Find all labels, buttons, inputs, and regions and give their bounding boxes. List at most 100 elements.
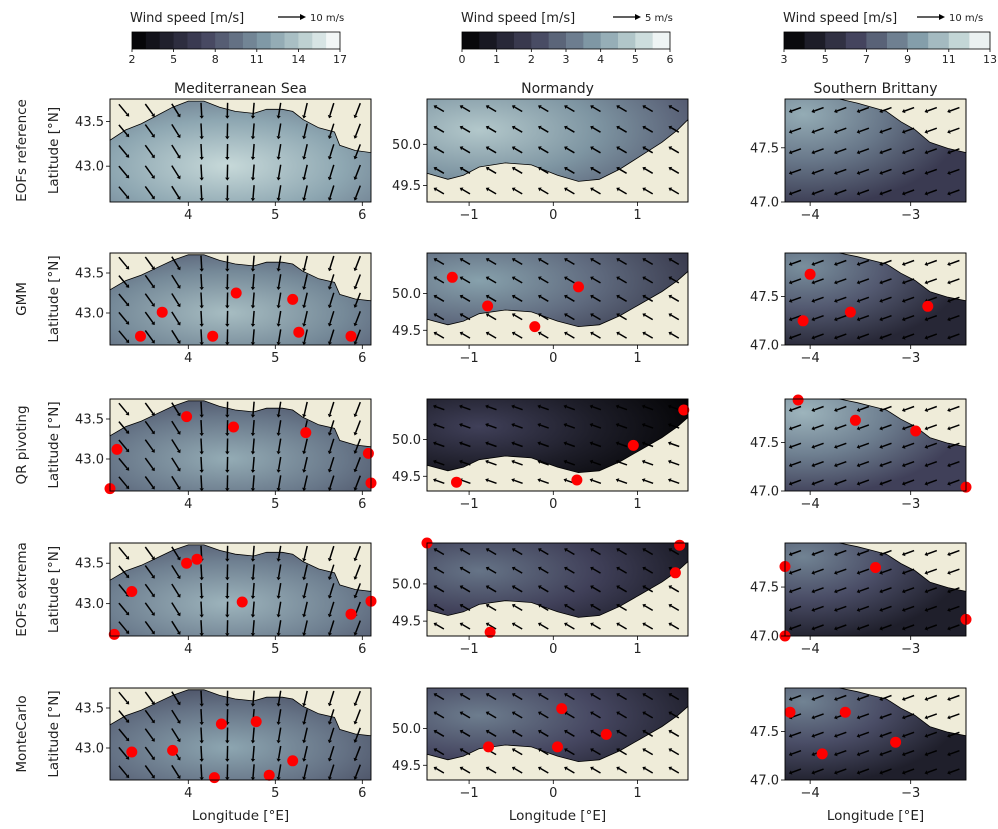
wind-arrow	[200, 102, 203, 116]
wind-arrow-head	[641, 459, 646, 464]
wind-arrow	[904, 479, 915, 485]
wind-arrow-head	[151, 412, 155, 416]
wind-arrow-head	[538, 603, 542, 608]
wind-arrow-head	[225, 596, 230, 599]
wind-arrow-head	[485, 404, 489, 409]
wind-arrow	[435, 549, 445, 556]
sensor-point	[300, 427, 312, 439]
wind-arrow-head	[811, 607, 815, 612]
wind-arrow-head	[642, 548, 647, 552]
wind-arrow-head	[668, 258, 673, 262]
wind-arrow	[488, 694, 497, 701]
colorbar-segment	[242, 32, 258, 49]
wind-arrow	[927, 460, 938, 466]
wind-arrow-head	[590, 105, 594, 109]
wind-arrow	[644, 767, 654, 774]
wind-arrow-head	[225, 614, 230, 618]
wind-arrow-head	[485, 276, 490, 281]
wind-arrow-head	[642, 125, 647, 130]
wind-arrow	[329, 620, 335, 634]
wind-arrow-head	[459, 729, 464, 734]
x-tick-label: 0	[549, 208, 557, 223]
wind-arrow-head	[856, 715, 861, 720]
wind-arrow	[303, 164, 308, 178]
wind-arrow	[881, 106, 892, 112]
wind-arrow	[539, 461, 549, 466]
wind-arrow-head	[590, 125, 594, 130]
wind-arrow-head	[856, 444, 861, 449]
wind-arrow	[949, 189, 960, 195]
wind-arrow	[461, 749, 471, 756]
wind-arrow-head	[151, 738, 155, 742]
wind-arrow	[171, 293, 180, 305]
wind-arrow	[252, 123, 255, 137]
wind-arrow-head	[302, 721, 307, 725]
wind-arrow-head	[834, 191, 838, 196]
wind-arrow	[252, 274, 255, 288]
y-tick-label: 47.5	[750, 141, 779, 156]
wind-arrow-head	[668, 748, 673, 753]
wind-arrow-head	[668, 166, 673, 171]
sensor-point	[111, 443, 123, 455]
wind-arrow-head	[250, 703, 256, 707]
colorbar-tick-label: 6	[667, 53, 674, 66]
wind-arrow	[644, 623, 654, 630]
wind-arrow	[329, 292, 335, 306]
wind-arrow	[836, 259, 847, 265]
wind-arrow-head	[879, 261, 883, 266]
wind-arrow-head	[924, 626, 929, 631]
wind-arrow	[813, 624, 824, 630]
wind-arrow-head	[856, 589, 861, 594]
wind-arrow	[791, 460, 802, 466]
wind-arrow	[435, 127, 445, 133]
wind-arrow-head	[537, 478, 541, 483]
wind-arrow	[513, 461, 523, 466]
wind-arrow-head	[511, 748, 516, 753]
wind-arrow	[488, 259, 497, 266]
wind-arrow	[618, 106, 627, 113]
wind-arrow	[566, 767, 575, 774]
wind-arrow	[118, 476, 128, 488]
wind-arrow	[949, 259, 960, 265]
x-tick-label: 4	[184, 786, 192, 801]
wind-arrow-head	[327, 702, 333, 707]
sensor-point	[792, 394, 804, 406]
wind-arrow	[488, 623, 497, 630]
wind-arrow-head	[176, 775, 181, 779]
wind-arrow	[881, 405, 892, 411]
wind-arrow	[252, 620, 255, 634]
wind-arrow	[881, 768, 892, 774]
wind-arrow	[144, 402, 154, 414]
wind-arrow-head	[668, 294, 673, 299]
wind-arrow	[904, 624, 915, 630]
wind-arrow	[566, 332, 575, 339]
wind-arrow-head	[433, 423, 437, 428]
wind-arrow	[354, 727, 361, 741]
wind-arrow-head	[176, 631, 181, 635]
wind-arrow	[618, 694, 627, 701]
wind-arrow	[354, 274, 361, 287]
colorbar-segment	[652, 32, 671, 49]
wind-arrow	[277, 164, 282, 178]
colorbar-segment	[496, 32, 515, 49]
wind-arrow-head	[642, 585, 647, 590]
colorbar-segment	[132, 32, 147, 49]
wind-arrow	[927, 694, 938, 700]
reference-arrow-label: 10 m/s	[310, 13, 344, 24]
wind-arrow	[670, 127, 680, 133]
wind-arrow	[329, 164, 335, 178]
wind-arrow	[200, 401, 203, 415]
wind-arrow	[813, 127, 824, 133]
wind-arrow-head	[151, 719, 155, 724]
wind-arrow-head	[856, 129, 861, 134]
wind-arrow	[791, 713, 802, 719]
wind-arrow	[252, 601, 255, 615]
wind-arrow-head	[879, 752, 883, 757]
wind-arrow	[904, 106, 915, 112]
wind-arrow	[171, 691, 180, 704]
wind-arrow	[252, 727, 255, 741]
wind-arrow-head	[564, 146, 568, 151]
wind-arrow-head	[811, 570, 815, 575]
wind-arrow-head	[151, 113, 155, 117]
wind-arrow-head	[225, 414, 230, 418]
